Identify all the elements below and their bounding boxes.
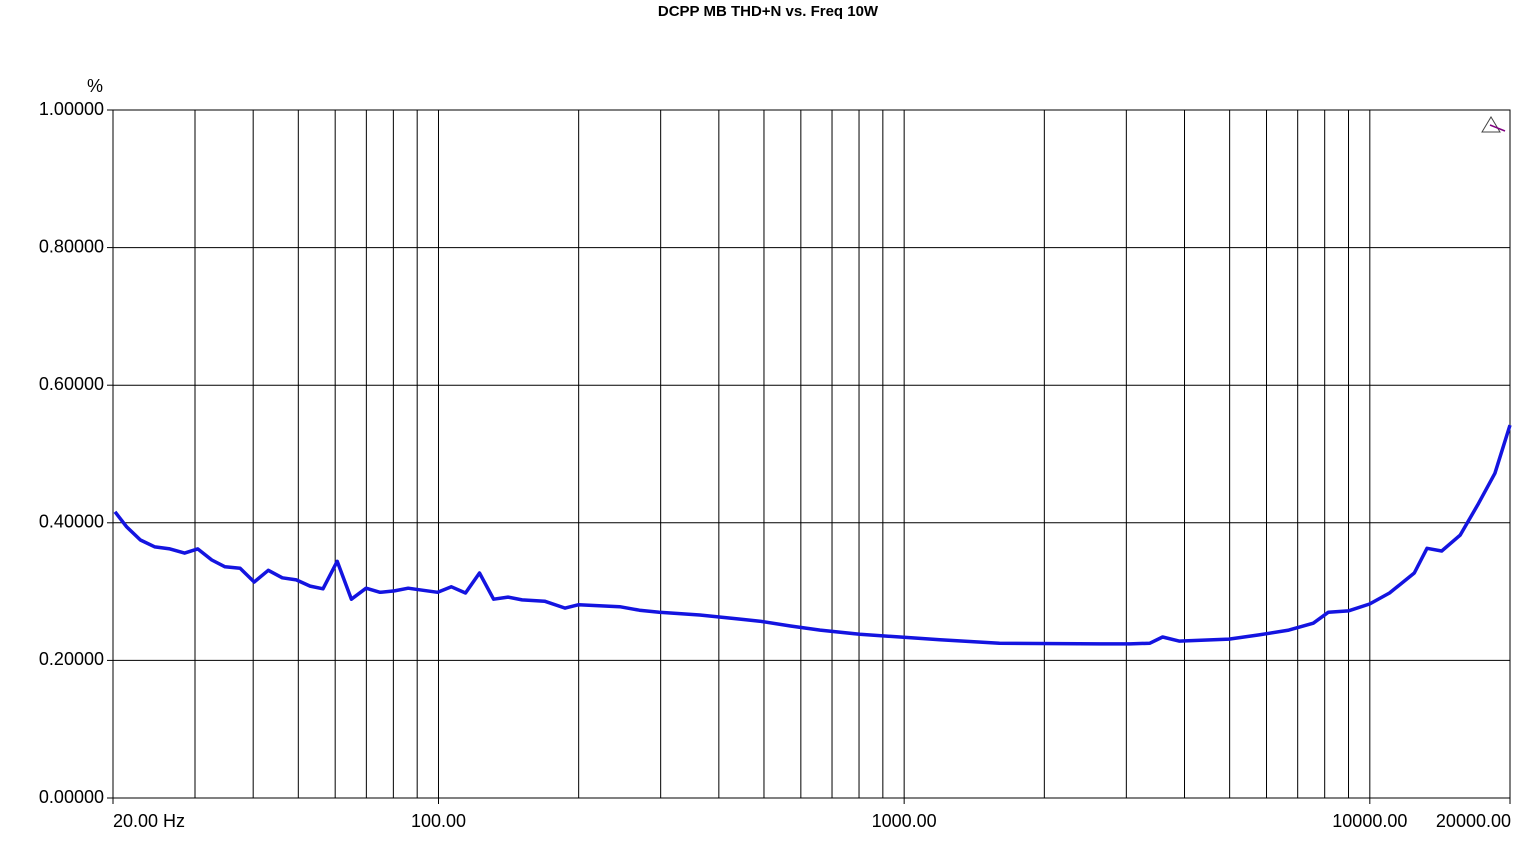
plot-frame — [112, 109, 1511, 799]
y-tick-label: 0.60000 — [39, 374, 104, 394]
x-tick-label: 1000.00 — [872, 811, 937, 831]
data-line — [113, 424, 1512, 646]
chart-title: DCPP MB THD+N vs. Freq 10W — [658, 3, 879, 20]
x-tick-label: 10000.00 — [1332, 811, 1407, 831]
y-tick-label: 0.80000 — [39, 236, 104, 256]
y-tick-label: 0.00000 — [39, 787, 104, 807]
plot-area: 20.00 Hz 100.00 1000.00 10000.00 20000.00 0.0… — [39, 99, 1512, 831]
y-tick-label: 1.00000 — [39, 99, 104, 119]
corner-icon — [1481, 116, 1506, 133]
y-tick-label: 0.20000 — [39, 649, 104, 669]
y-axis-label: % — [87, 76, 103, 96]
x-tick-label: 100.00 — [411, 811, 466, 831]
y-tick-label: 0.40000 — [39, 512, 104, 532]
x-tick-label: 20.00 Hz — [113, 811, 185, 831]
x-tick-label: 20000.00 — [1436, 811, 1511, 831]
